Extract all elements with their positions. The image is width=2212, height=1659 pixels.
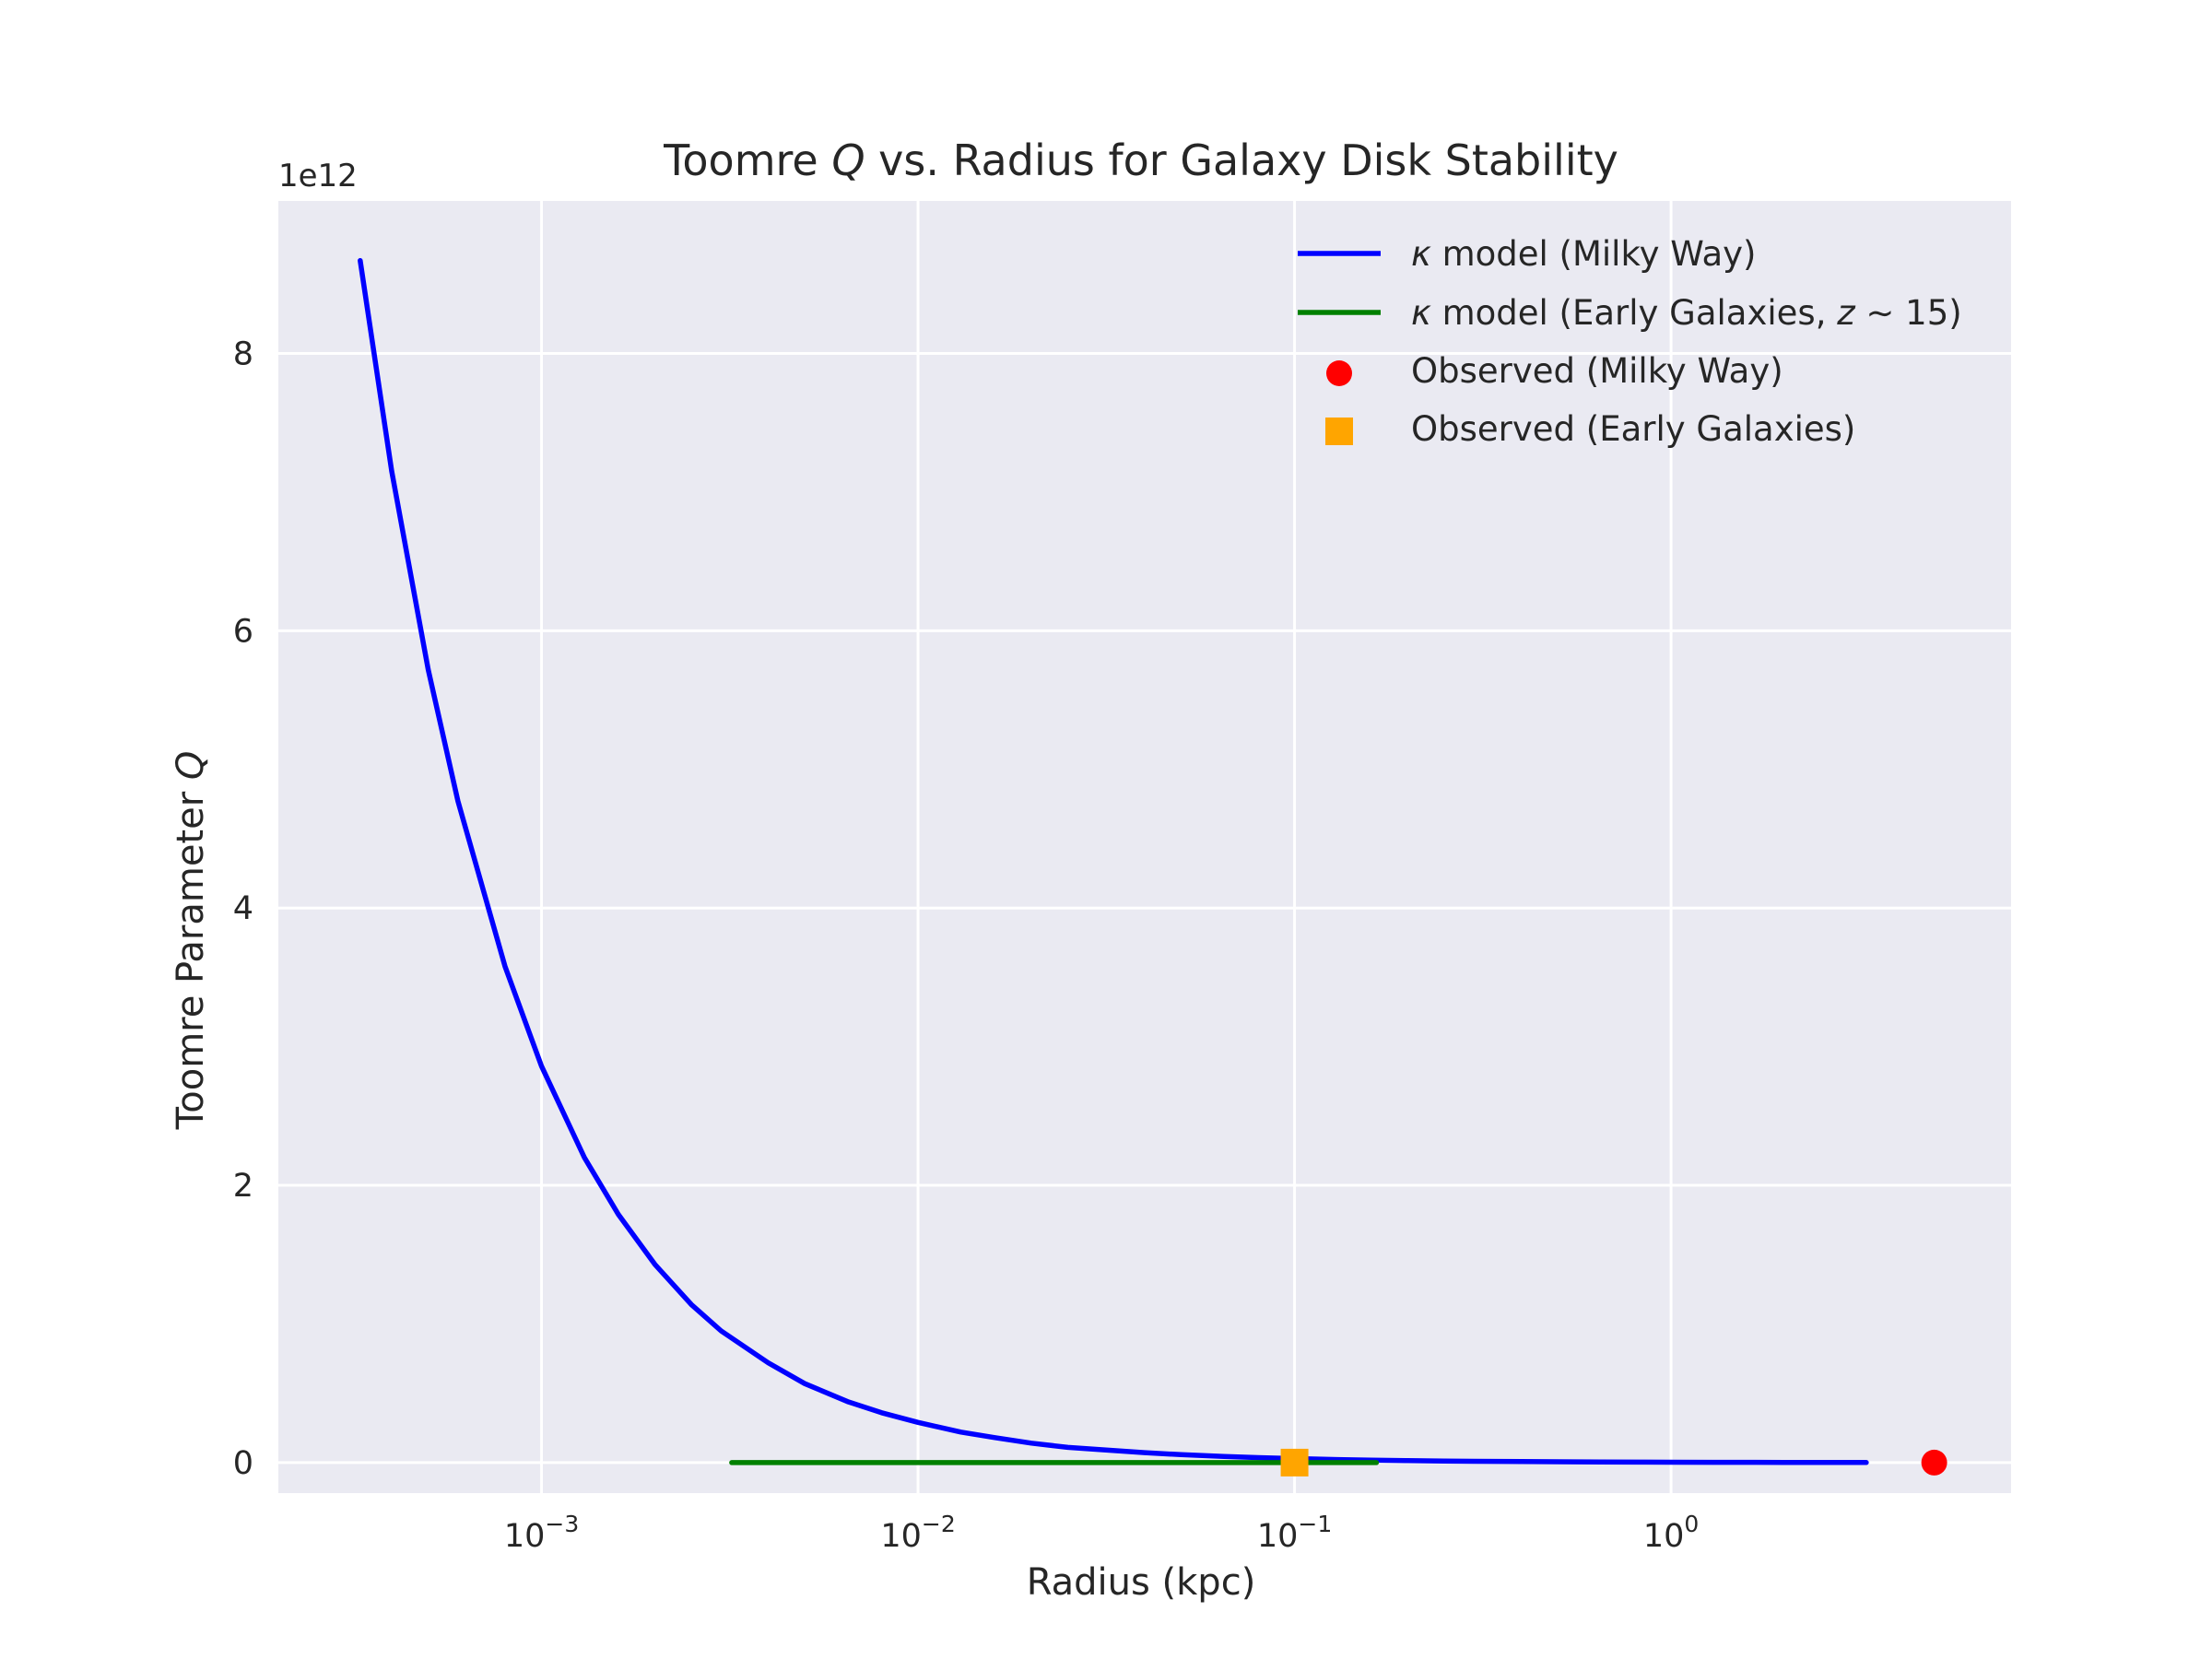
y-tick-label: 8 — [233, 335, 253, 372]
observed-point-early-galaxies — [1280, 1448, 1309, 1477]
x-axis-label: Radius (kpc) — [1027, 1561, 1256, 1604]
y-tick-label: 0 — [233, 1445, 253, 1482]
y-tick-label: 6 — [233, 613, 253, 650]
y-offset-label: 1e12 — [278, 158, 358, 194]
x-tick-label: 100 — [1643, 1511, 1699, 1555]
plot-area — [278, 201, 2011, 1493]
legend: κ model (Milky Way) κ model (Early Galaxi… — [1298, 234, 1962, 449]
y-tick-label: 2 — [233, 1168, 253, 1205]
legend-square-swatch — [1325, 418, 1353, 445]
legend-label: Observed (Early Galaxies) — [1411, 409, 1855, 449]
series-line-0 — [358, 257, 1869, 1465]
legend-label: κ model (Early Galaxies, z ∼ 15) — [1411, 293, 1962, 333]
x-tick-label: 10−1 — [1257, 1511, 1332, 1555]
chart-title: Toomre Q vs. Radius for Galaxy Disk Stab… — [663, 135, 1618, 185]
x-tick-label: 10−2 — [880, 1511, 955, 1555]
x-axis-ticks: 10−3 10−2 10−1 100 — [504, 1511, 1699, 1555]
legend-circle-swatch — [1326, 360, 1352, 386]
legend-label: Observed (Milky Way) — [1411, 351, 1783, 391]
observed-point-milky-way — [1921, 1449, 1947, 1476]
x-tick-label: 10−3 — [504, 1511, 579, 1555]
legend-label: κ model (Milky Way) — [1411, 234, 1756, 274]
y-axis-ticks: 0 2 4 6 8 — [233, 335, 253, 1481]
series-layer — [358, 257, 1947, 1477]
y-axis-label: Toomre Parameter Q — [170, 751, 212, 1131]
y-tick-label: 4 — [233, 890, 253, 927]
